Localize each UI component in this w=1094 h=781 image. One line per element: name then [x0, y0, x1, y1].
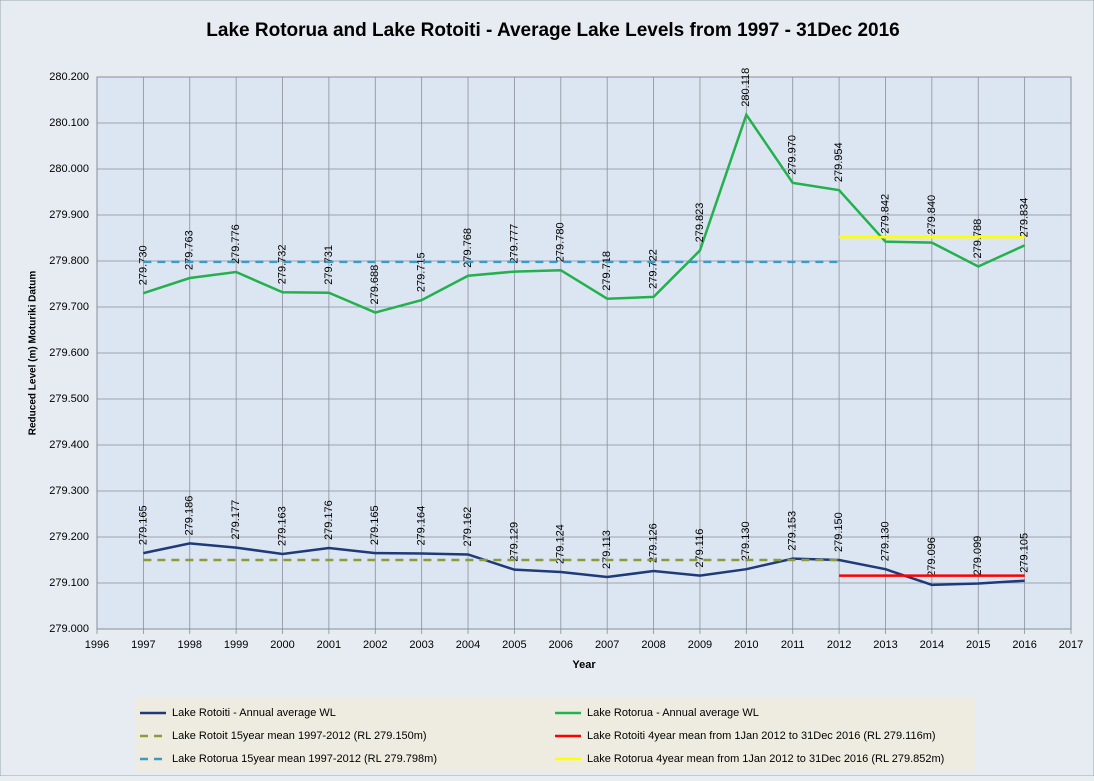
data-label: 279.776 [230, 224, 242, 264]
y-tick-label: 279.100 [49, 577, 89, 589]
data-label: 279.763 [184, 230, 196, 270]
legend-label: Lake Rotoit 15year mean 1997-2012 (RL 27… [172, 730, 427, 742]
data-label: 279.096 [926, 537, 938, 577]
y-axis-label: Reduced Level (m) Moturiki Datum [28, 271, 39, 436]
data-label: 279.164 [416, 506, 428, 546]
x-tick-label: 2005 [502, 639, 526, 651]
data-label: 279.099 [972, 536, 984, 576]
x-tick-label: 2010 [734, 639, 758, 651]
y-tick-label: 279.700 [49, 301, 89, 313]
legend-label: Lake Rotorua 15year mean 1997-2012 (RL 2… [172, 753, 437, 765]
x-tick-label: 2013 [873, 639, 897, 651]
data-label: 279.126 [647, 523, 659, 563]
y-tick-label: 279.000 [49, 623, 89, 635]
data-label: 279.834 [1019, 198, 1031, 238]
y-tick-label: 279.500 [49, 393, 89, 405]
x-tick-label: 2011 [781, 639, 805, 651]
data-label: 279.768 [462, 228, 474, 268]
data-label: 279.186 [184, 496, 196, 536]
x-tick-label: 2002 [363, 639, 387, 651]
data-label: 279.165 [137, 505, 149, 545]
series-line [143, 542, 1025, 587]
x-tick-label: 2014 [920, 639, 944, 651]
x-tick-label: 1996 [85, 639, 109, 651]
data-label: 279.731 [323, 245, 335, 285]
y-tick-label: 279.400 [49, 439, 89, 451]
series-line [142, 111, 1026, 314]
data-label: 279.718 [601, 251, 613, 291]
data-label: 279.842 [879, 194, 891, 234]
y-tick-label: 279.900 [49, 209, 89, 221]
data-label: 279.176 [323, 500, 335, 540]
data-label: 279.124 [555, 524, 567, 564]
x-tick-label: 2015 [966, 639, 990, 651]
data-label: 279.130 [879, 521, 891, 561]
legend-label: Lake Rotorua 4year mean from 1Jan 2012 t… [587, 753, 944, 765]
data-label: 279.113 [601, 530, 613, 569]
data-label: 279.129 [508, 522, 520, 562]
chart-title: Lake Rotorua and Lake Rotoiti - Average … [206, 20, 899, 41]
y-tick-label: 280.100 [49, 117, 89, 129]
y-tick-label: 279.800 [49, 255, 89, 267]
data-label: 279.165 [369, 505, 381, 545]
data-label: 279.116 [694, 529, 706, 568]
data-label: 279.715 [416, 252, 428, 292]
y-tick-label: 279.200 [49, 531, 89, 543]
x-tick-label: 2016 [1012, 639, 1036, 651]
legend-label: Lake Rotoiti 4year mean from 1Jan 2012 t… [587, 730, 936, 742]
data-label: 279.688 [369, 265, 381, 305]
x-tick-label: 2012 [827, 639, 851, 651]
data-label: 279.153 [787, 511, 799, 551]
x-tick-label: 2007 [595, 639, 619, 651]
x-tick-label: 2003 [409, 639, 433, 651]
data-label: 279.954 [833, 142, 845, 182]
data-label: 279.177 [230, 500, 242, 540]
y-tick-label: 279.300 [49, 485, 89, 497]
x-tick-label: 1997 [131, 639, 155, 651]
legend-label: Lake Rotoiti - Annual average WL [172, 707, 336, 719]
data-label: 279.150 [833, 512, 845, 552]
data-label: 279.730 [137, 245, 149, 285]
x-tick-label: 2000 [270, 639, 294, 651]
data-label: 279.130 [740, 521, 752, 561]
data-label: 279.840 [926, 195, 938, 235]
data-label: 279.105 [1019, 533, 1031, 573]
data-label: 280.118 [740, 68, 752, 107]
data-label: 279.823 [694, 203, 706, 243]
x-tick-label: 2006 [549, 639, 573, 651]
data-label: 279.780 [555, 222, 567, 262]
x-axis-label: Year [572, 659, 596, 671]
x-tick-label: 2001 [317, 639, 341, 651]
y-tick-label: 279.600 [49, 347, 89, 359]
data-label: 279.722 [647, 249, 659, 289]
data-label: 279.732 [276, 245, 288, 285]
data-label: 279.163 [276, 506, 288, 546]
x-tick-label: 1999 [224, 639, 248, 651]
x-tick-label: 2008 [641, 639, 665, 651]
x-tick-label: 2004 [456, 639, 480, 651]
data-label: 279.162 [462, 507, 474, 547]
legend-label: Lake Rotorua - Annual average WL [587, 707, 759, 719]
y-tick-label: 280.000 [49, 163, 89, 175]
x-tick-label: 1998 [178, 639, 202, 651]
x-tick-label: 2009 [688, 639, 712, 651]
data-label: 279.788 [972, 219, 984, 259]
data-label: 279.777 [508, 224, 520, 264]
y-tick-label: 280.200 [49, 71, 89, 83]
data-label: 279.970 [787, 135, 799, 175]
x-tick-label: 2017 [1059, 639, 1083, 651]
